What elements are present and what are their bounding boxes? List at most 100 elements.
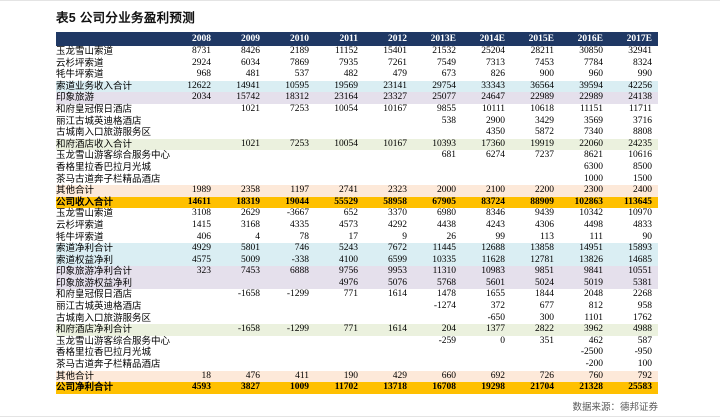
value-cell: 39594 <box>560 80 609 93</box>
table-row: 香格里拉香巴拉月光城 6300 8500 <box>56 162 658 174</box>
value-cell <box>315 127 364 139</box>
table-row: 公司收入合计 14611 18319 19044 55529 58958 67905 8372… <box>56 196 658 209</box>
value-cell: 6980 <box>437 208 456 219</box>
value-cell: 3429 <box>535 115 554 126</box>
value-cell: 2358 <box>217 185 266 197</box>
row-label: 茶马古道奔子栏精品酒店 <box>56 173 161 185</box>
value-cell: 6599 <box>364 254 413 267</box>
value-cell: 406 <box>196 231 211 242</box>
table-row: 印象旅游 2034 15742 18312 23164 23327 25077 24647 22… <box>56 92 658 104</box>
value-cell <box>511 347 560 359</box>
value-cell <box>315 313 364 325</box>
value-cell: 1000 <box>584 173 603 184</box>
value-cell: 5019 <box>560 277 609 290</box>
value-cell: 300 <box>539 312 554 323</box>
value-cell: 83724 <box>462 196 511 209</box>
value-cell <box>168 313 217 325</box>
row-label: 茶马古道奔子栏精品酒店 <box>56 359 161 371</box>
row-label: 和府酒店收入合计 <box>56 138 168 151</box>
table-title: 表5 公司分业务盈利预测 <box>56 11 196 25</box>
value-cell: -200 <box>585 359 603 370</box>
value-cell: 23327 <box>364 92 413 104</box>
value-cell <box>315 347 364 359</box>
forecast-table: 2008 2009 2010 2011 2012 2013E 2014E 2015E 2016E… <box>56 32 658 394</box>
value-cell <box>364 150 413 162</box>
value-cell: 16708 <box>413 382 462 394</box>
value-cell <box>168 277 217 290</box>
value-cell: 1021 <box>217 138 266 151</box>
row-label: 古城南入口旅游服务区 <box>56 127 152 139</box>
value-cell <box>462 347 511 359</box>
value-cell: 6888 <box>266 266 315 278</box>
value-cell: 538 <box>441 115 456 126</box>
header-row: 2008 2009 2010 2011 2012 2013E 2014E 2015E 2016E… <box>56 32 658 46</box>
value-cell: 960 <box>588 69 603 80</box>
value-cell: 9756 <box>315 266 364 278</box>
value-cell: 673 <box>441 69 456 80</box>
value-cell: 482 <box>343 69 358 80</box>
value-cell <box>168 150 217 162</box>
value-cell: 7935 <box>339 57 358 68</box>
value-cell <box>364 359 413 371</box>
value-cell: 3370 <box>388 208 407 219</box>
value-cell <box>168 324 217 336</box>
value-cell: 204 <box>413 324 462 336</box>
value-cell: 88909 <box>511 196 560 209</box>
value-cell: 8324 <box>633 57 652 68</box>
value-cell: 3569 <box>584 115 603 126</box>
value-cell <box>217 313 266 325</box>
value-cell <box>462 174 511 186</box>
value-cell <box>315 336 364 348</box>
year-column-header: 2012 <box>364 32 413 46</box>
value-cell: 7313 <box>486 57 505 68</box>
value-cell: 692 <box>462 370 511 383</box>
value-cell: 1989 <box>168 185 217 197</box>
value-cell: 660 <box>413 370 462 383</box>
value-cell: 29754 <box>413 80 462 93</box>
value-cell <box>266 162 315 174</box>
value-cell: 25077 <box>413 92 462 104</box>
value-cell <box>413 127 462 139</box>
value-cell: 5381 <box>609 277 658 290</box>
value-cell <box>266 313 315 325</box>
value-cell: 2034 <box>168 92 217 104</box>
value-cell: -1299 <box>286 289 309 300</box>
value-cell: 17 <box>348 231 359 242</box>
value-cell: 746 <box>266 243 315 255</box>
value-cell: 2323 <box>364 185 413 197</box>
value-cell: 99 <box>495 231 506 242</box>
value-cell <box>168 174 217 186</box>
value-cell: 28211 <box>530 46 554 56</box>
value-cell: 2822 <box>511 324 560 336</box>
value-cell <box>364 336 413 348</box>
value-cell: 2100 <box>462 185 511 197</box>
value-cell: 13826 <box>560 254 609 267</box>
row-label: 和府酒店净利合计 <box>56 324 168 336</box>
row-label: 公司净利合计 <box>56 382 168 394</box>
value-cell: 21328 <box>560 382 609 394</box>
value-cell: 4929 <box>168 243 217 255</box>
value-cell <box>217 301 266 313</box>
value-cell <box>413 313 462 325</box>
value-cell <box>168 289 217 301</box>
value-cell: 10595 <box>266 80 315 93</box>
value-cell: 15893 <box>609 243 658 255</box>
value-cell: 481 <box>245 69 260 80</box>
table-row: 玉龙雪山游客综合服务中心 -259 0 351 462 587 <box>56 336 658 348</box>
value-cell: 1101 <box>584 312 603 323</box>
value-cell: 0 <box>500 335 505 346</box>
value-cell: 10618 <box>530 103 554 114</box>
value-cell <box>266 150 315 162</box>
value-cell: 67905 <box>413 196 462 209</box>
value-cell <box>168 127 217 139</box>
table-row: 牦牛坪索道 968 481 537 482 479 673 826 900 960 990 <box>56 69 658 81</box>
row-label: 印象旅游权益净利 <box>56 277 168 290</box>
row-label: 丽江古城英迪格酒店 <box>56 301 142 313</box>
value-cell: 2200 <box>511 185 560 197</box>
value-cell: 2741 <box>315 185 364 197</box>
value-cell <box>364 162 413 174</box>
value-cell: 12688 <box>462 243 511 255</box>
value-cell <box>168 138 217 151</box>
value-cell: 4306 <box>535 219 554 230</box>
value-cell: 26 <box>446 231 457 242</box>
